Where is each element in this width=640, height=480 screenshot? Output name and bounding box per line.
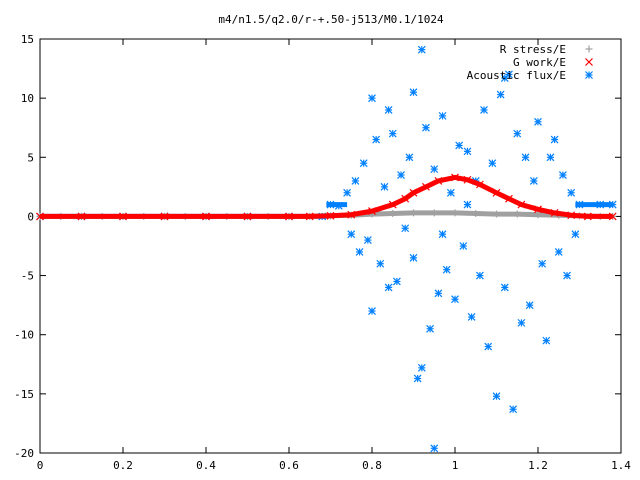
y-tick-label: -15 (14, 388, 34, 401)
y-tick-label: 15 (21, 33, 34, 46)
legend-label: G work/E (513, 56, 566, 69)
y-tick-label: -5 (21, 270, 34, 283)
data-point (455, 141, 464, 150)
legend-label: Acoustic flux/E (467, 69, 566, 82)
y-tick-label: 10 (21, 92, 34, 105)
legend-marker (585, 71, 593, 79)
data-point (401, 224, 410, 233)
data-point (405, 153, 414, 162)
data-point (534, 117, 542, 126)
data-point (513, 129, 522, 138)
data-point (409, 253, 418, 262)
data-point (529, 177, 538, 185)
data-point (392, 277, 401, 286)
data-point (434, 289, 443, 298)
x-tick-label: 1.2 (528, 459, 548, 472)
legend-marker (585, 45, 593, 53)
x-tick-label: 0 (37, 459, 44, 472)
series-band (40, 174, 613, 219)
x-tick-label: 1.4 (611, 459, 631, 472)
data-point (372, 135, 381, 144)
data-point (368, 307, 376, 315)
data-series (36, 45, 617, 453)
data-point (563, 271, 571, 280)
chart-title: m4/n1.5/q2.0/r-+.50-j513/M0.1/1024 (218, 13, 444, 26)
legend-marker (585, 58, 593, 66)
data-point (446, 188, 455, 197)
data-point (500, 283, 509, 292)
data-point (550, 135, 559, 144)
x-tick-label: 0.8 (362, 459, 382, 472)
data-point (359, 159, 368, 168)
data-point (463, 147, 472, 156)
data-point (376, 259, 385, 268)
axis-ticks: 0 0.2 0.4 0.6 0.8 1 1.2 1.4 15 10 5 0 -5 -10 -15 -20 (14, 33, 631, 472)
plot-frame (39, 38, 622, 454)
data-point (525, 301, 534, 310)
data-point (451, 295, 459, 304)
x-tick-label: 0.6 (279, 459, 299, 472)
y-tick-label: -20 (14, 447, 34, 460)
data-point (492, 392, 501, 401)
data-point (355, 247, 364, 256)
x-tick-label: 0.4 (196, 459, 216, 472)
data-point (388, 129, 397, 138)
data-point (343, 188, 352, 197)
data-point (554, 247, 563, 256)
data-point (463, 200, 472, 209)
y-tick-label: -10 (14, 329, 34, 342)
data-point (438, 230, 447, 239)
data-point (571, 230, 580, 239)
legend-label: R stress/E (500, 43, 566, 56)
data-point (438, 111, 447, 120)
data-point (567, 188, 576, 197)
data-point (430, 444, 439, 453)
x-tick-label: 1 (452, 459, 459, 472)
y-tick-label: 0 (27, 210, 34, 223)
data-point (422, 123, 430, 132)
data-point (538, 259, 547, 268)
data-point (484, 342, 493, 351)
data-point (347, 230, 356, 239)
data-point (380, 182, 389, 191)
data-point (459, 242, 468, 250)
data-point (488, 159, 497, 168)
data-point (517, 318, 526, 327)
data-point (384, 106, 393, 114)
data-point (467, 313, 476, 321)
data-point (558, 171, 567, 179)
data-point (475, 271, 484, 280)
data-point (351, 177, 360, 185)
data-point (500, 74, 509, 82)
data-point (417, 45, 426, 54)
data-point (417, 363, 426, 372)
y-tick-label: 5 (27, 151, 34, 164)
data-point (363, 236, 372, 245)
data-point (397, 171, 405, 179)
data-point (546, 153, 555, 162)
data-point (480, 106, 488, 114)
data-point (509, 405, 518, 414)
data-point (384, 283, 393, 292)
data-point (413, 374, 422, 383)
series-1 (36, 173, 617, 221)
data-point (496, 90, 505, 99)
data-point (430, 165, 439, 174)
data-point (442, 265, 451, 274)
data-point (368, 94, 376, 103)
data-point (542, 336, 551, 345)
data-point (426, 324, 435, 333)
data-point (521, 153, 530, 162)
data-point (409, 88, 418, 97)
x-tick-label: 0.2 (113, 459, 133, 472)
